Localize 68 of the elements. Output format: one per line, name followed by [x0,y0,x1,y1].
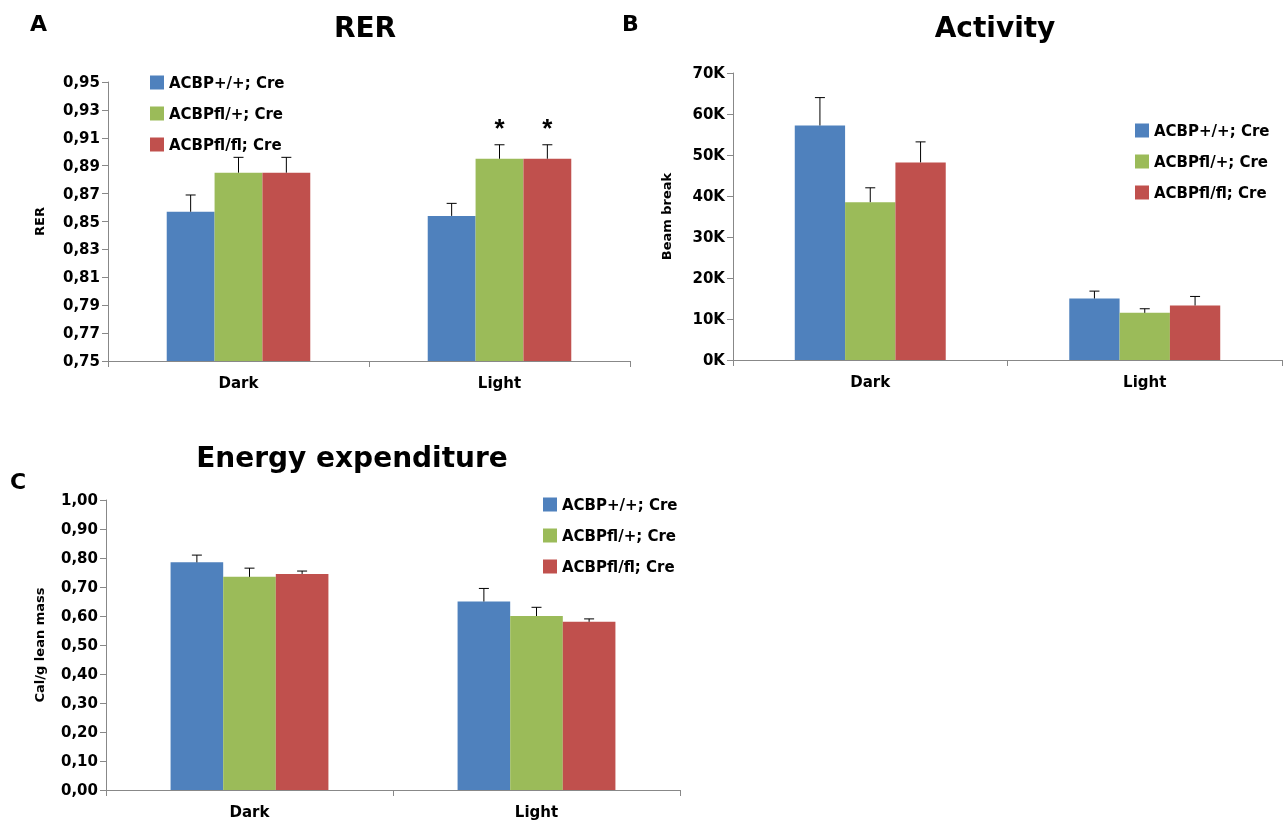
y-axis-title: Beam break [659,172,674,261]
y-tick-label: 0,20 [60,723,98,741]
x-tick-label: Light [477,373,522,392]
bar [1069,298,1120,360]
legend-label: ACBPfl/+; Cre [1154,152,1269,171]
bar [223,576,276,790]
y-tick-label: 0,81 [62,268,100,287]
legend-label: ACBPfl/fl; Cre [169,135,282,154]
x-tick-label: Dark [229,802,271,821]
y-tick-label: 10K [692,310,727,328]
y-tick-label: 50K [692,146,727,164]
bar [457,601,511,790]
legend-label: ACBPfl/+; Cre [169,104,284,123]
y-tick-label: 60K [692,105,727,123]
chart-title: Energy expenditure [196,440,508,474]
legend-label: ACBPfl/fl; Cre [1154,183,1267,202]
y-tick-label: 0,93 [62,100,100,119]
y-tick-label: 0,30 [60,694,98,712]
y-tick-label: 40K [692,187,727,205]
y-tick-label: 70K [692,64,727,82]
bar [170,562,224,790]
legend-label: ACBP+/+; Cre [562,495,678,514]
x-tick-label: Dark [218,373,260,392]
y-tick-label: 0,95 [62,73,100,91]
bar [794,125,846,360]
bar [275,573,329,790]
y-tick-label: 1,00 [60,491,98,509]
bar [510,616,563,790]
legend-label: ACBP+/+; Cre [1154,121,1270,140]
y-tick-label: 0,80 [60,549,98,567]
text: A [30,10,48,36]
y-tick-label: 30K [692,228,727,246]
y-tick-label: 0,75 [62,352,100,370]
x-tick-label: Light [1123,372,1167,391]
bar [845,202,896,360]
y-tick-label: 20K [692,269,727,287]
text: B [622,10,639,36]
y-tick-label: 0,77 [62,324,100,343]
x-tick-label: Dark [850,372,892,391]
y-tick-label: 0,85 [62,212,100,231]
x-tick-label: Light [514,802,559,821]
y-tick-label: 0,89 [62,156,100,175]
y-tick-label: 0,10 [60,752,98,770]
data-label: * [494,112,506,143]
y-tick-label: 0K [702,351,727,369]
y-tick-label: 0,90 [60,520,98,538]
legend-label: ACBPfl/+; Cre [562,526,677,545]
bar [1169,305,1221,360]
y-tick-label: 0,87 [62,184,100,203]
y-tick-label: 0,91 [62,128,100,147]
bar [562,621,616,790]
y-axis-title: RER [32,207,47,236]
bar [895,162,946,360]
chart-title: RER [333,10,397,44]
y-tick-label: 0,00 [60,781,98,799]
y-tick-label: 0,79 [62,296,100,315]
y-tick-label: 0,40 [60,665,98,683]
y-axis-title: Cal/g lean mass [32,587,47,703]
y-tick-label: 0,70 [60,578,98,596]
y-tick-label: 0,50 [60,636,98,654]
bar [1119,312,1170,360]
chart-title: Activity [934,10,1056,44]
legend-label: ACBPfl/fl; Cre [562,557,675,576]
y-tick-label: 0,83 [62,240,100,259]
data-label: * [542,112,554,143]
y-tick-label: 0,60 [60,607,98,625]
legend-label: ACBP+/+; Cre [169,73,285,92]
text: C [10,468,27,494]
